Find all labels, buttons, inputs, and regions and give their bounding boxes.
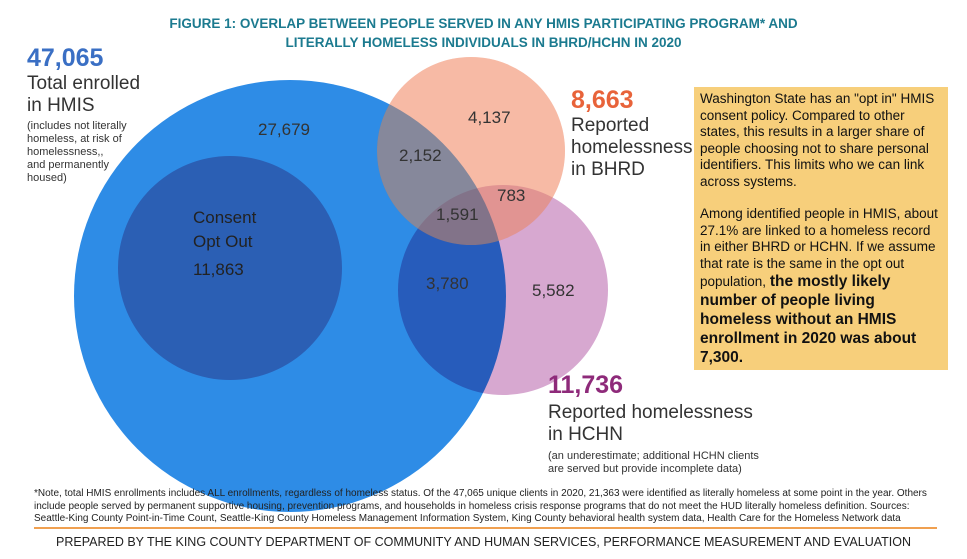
region-hchn-only: 5,582 (532, 281, 575, 300)
note-line: housed) (27, 172, 67, 184)
hchn-circle (398, 185, 608, 395)
callout-paragraph: Among identified people in HMIS, about 2… (700, 206, 942, 367)
label-line: in HMIS (27, 95, 95, 116)
consent-label: Consent Opt Out 11,863 (193, 206, 256, 282)
region-hmis-hchn: 3,780 (426, 274, 469, 293)
note-line: homeless, at risk of (27, 133, 122, 145)
callout-text: Among identified people in HMIS, about 2… (700, 206, 938, 289)
note-line: and permanently (27, 159, 109, 171)
note-line: (an underestimate; additional HCHN clien… (548, 450, 759, 462)
label-line: Consent (193, 208, 257, 227)
label-line: homelessness (571, 137, 693, 158)
hchn-note: (an underestimate; additional HCHN clien… (548, 450, 759, 476)
hmis-total: 47,065 (27, 44, 104, 72)
footnote: *Note, total HMIS enrollments includes A… (34, 488, 927, 524)
region-bhrd-hchn: 783 (497, 186, 526, 205)
footer-credit: PREPARED BY THE KING COUNTY DEPARTMENT O… (56, 535, 911, 549)
label-line: Opt Out (193, 232, 253, 251)
label-line: Reported homelessness (548, 402, 753, 423)
bhrd-label: Reported homelessness in BHRD (571, 115, 692, 181)
callout-bold-text: the mostly likely number of people livin… (700, 273, 917, 366)
region-bhrd-only: 4,137 (468, 108, 511, 127)
note-line: are served but provide incomplete data) (548, 463, 742, 475)
label-line: Reported (571, 115, 650, 136)
label-line: Total enrolled (27, 73, 141, 94)
bhrd-total: 8,663 (571, 86, 634, 114)
callout-box: Washington State has an "opt in" HMIS co… (694, 87, 948, 370)
divider (34, 527, 937, 529)
region-all-three: 1,591 (436, 205, 479, 224)
note-line: (includes not literally (27, 120, 127, 132)
bhrd-circle-tint (377, 57, 565, 245)
region-hmis-bhrd: 2,152 (399, 146, 442, 165)
note-line: homelessness,, (27, 146, 104, 158)
callout-paragraph: Washington State has an "opt in" HMIS co… (700, 91, 935, 189)
consent-value: 11,863 (193, 260, 244, 279)
title-line: FIGURE 1: OVERLAP BETWEEN PEOPLE SERVED … (169, 16, 798, 31)
title-line: LITERALLY HOMELESS INDIVIDUALS IN BHRD/H… (285, 35, 682, 50)
label-line: in BHRD (571, 159, 645, 180)
figure-title: FIGURE 1: OVERLAP BETWEEN PEOPLE SERVED … (0, 14, 967, 52)
label-line: in HCHN (548, 424, 623, 445)
hmis-note: (includes not literally homeless, at ris… (27, 120, 127, 185)
consent-opt-out-circle (118, 156, 342, 380)
hmis-label: Total enrolled in HMIS (27, 73, 140, 117)
region-hmis-only: 27,679 (258, 120, 310, 139)
hchn-label: Reported homelessness in HCHN (548, 402, 753, 446)
hchn-total: 11,736 (548, 371, 624, 399)
